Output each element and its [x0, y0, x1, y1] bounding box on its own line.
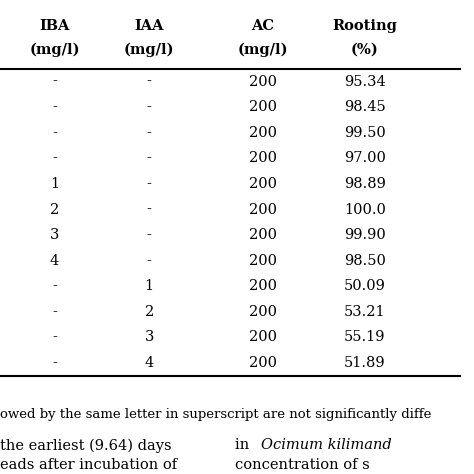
Text: -: - [147, 100, 152, 114]
Text: 200: 200 [249, 151, 277, 165]
Text: (%): (%) [351, 43, 379, 57]
Text: 99.90: 99.90 [344, 228, 386, 242]
Text: (mg/l): (mg/l) [238, 43, 288, 57]
Text: 4: 4 [50, 254, 59, 268]
Text: -: - [52, 279, 57, 293]
Text: 3: 3 [145, 330, 154, 345]
Text: 53.21: 53.21 [344, 305, 386, 319]
Text: in: in [235, 438, 254, 453]
Text: eads after incubation of: eads after incubation of [0, 458, 177, 473]
Text: AC: AC [252, 19, 274, 33]
Text: 100.0: 100.0 [344, 202, 386, 217]
Text: 2: 2 [50, 202, 59, 217]
Text: Rooting: Rooting [333, 19, 397, 33]
Text: Ocimum kilimand: Ocimum kilimand [261, 438, 392, 453]
Text: 51.89: 51.89 [344, 356, 386, 370]
Text: (mg/l): (mg/l) [29, 43, 80, 57]
Text: owed by the same letter in superscript are not significantly diffe: owed by the same letter in superscript a… [0, 408, 431, 421]
Text: -: - [147, 202, 152, 217]
Text: 1: 1 [50, 177, 59, 191]
Text: -: - [147, 126, 152, 140]
Text: -: - [52, 305, 57, 319]
Text: 200: 200 [249, 279, 277, 293]
Text: 200: 200 [249, 126, 277, 140]
Text: 200: 200 [249, 356, 277, 370]
Text: 200: 200 [249, 330, 277, 345]
Text: 2: 2 [145, 305, 154, 319]
Text: -: - [52, 356, 57, 370]
Text: 97.00: 97.00 [344, 151, 386, 165]
Text: 95.34: 95.34 [344, 74, 386, 89]
Text: -: - [147, 74, 152, 89]
Text: 50.09: 50.09 [344, 279, 386, 293]
Text: 1: 1 [145, 279, 154, 293]
Text: IBA: IBA [39, 19, 70, 33]
Text: -: - [147, 228, 152, 242]
Text: -: - [52, 100, 57, 114]
Text: -: - [52, 330, 57, 345]
Text: IAA: IAA [135, 19, 164, 33]
Text: -: - [147, 151, 152, 165]
Text: (mg/l): (mg/l) [124, 43, 174, 57]
Text: 3: 3 [50, 228, 59, 242]
Text: 4: 4 [145, 356, 154, 370]
Text: 98.89: 98.89 [344, 177, 386, 191]
Text: 200: 200 [249, 254, 277, 268]
Text: -: - [52, 151, 57, 165]
Text: concentration of s: concentration of s [235, 458, 369, 473]
Text: 200: 200 [249, 177, 277, 191]
Text: -: - [147, 254, 152, 268]
Text: 98.50: 98.50 [344, 254, 386, 268]
Text: 98.45: 98.45 [344, 100, 386, 114]
Text: 200: 200 [249, 74, 277, 89]
Text: 200: 200 [249, 202, 277, 217]
Text: 200: 200 [249, 228, 277, 242]
Text: 200: 200 [249, 305, 277, 319]
Text: the earliest (9.64) days: the earliest (9.64) days [0, 438, 172, 453]
Text: 55.19: 55.19 [344, 330, 386, 345]
Text: 99.50: 99.50 [344, 126, 386, 140]
Text: 200: 200 [249, 100, 277, 114]
Text: -: - [147, 177, 152, 191]
Text: -: - [52, 74, 57, 89]
Text: -: - [52, 126, 57, 140]
